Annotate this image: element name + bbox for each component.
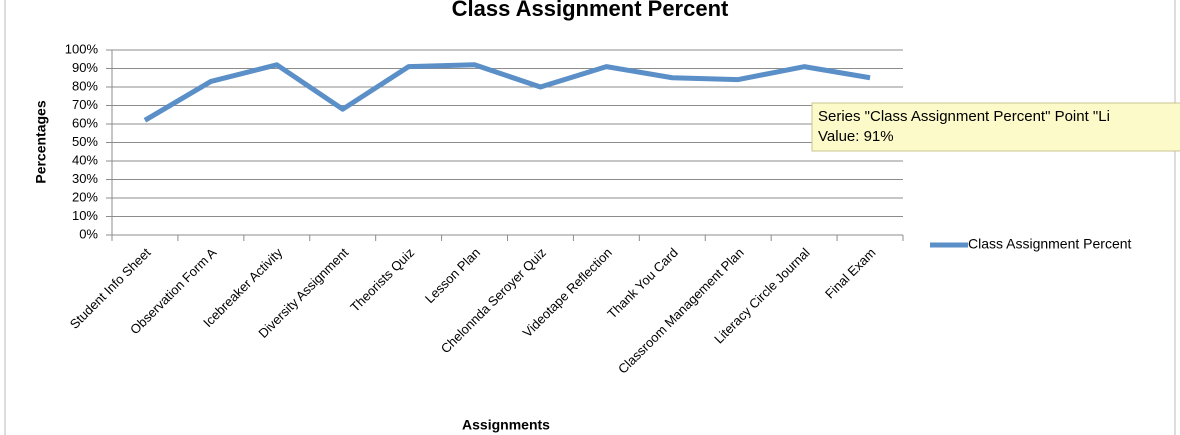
y-tick-label: 0% <box>79 226 98 241</box>
y-tick-label: 70% <box>72 97 98 112</box>
y-tick-label: 50% <box>72 134 98 149</box>
y-tick-label: 80% <box>72 78 98 93</box>
x-axis-title: Assignments <box>462 417 550 433</box>
data-line <box>143 62 871 123</box>
y-tick-label: 30% <box>72 171 98 186</box>
y-axis-title: Percentages <box>33 100 49 183</box>
x-tick-label: Classroom Management Plan <box>615 245 747 377</box>
y-tick-label: 40% <box>72 152 98 167</box>
x-tick-label: Thank You Card <box>604 245 681 322</box>
y-tick-label: 10% <box>72 208 98 223</box>
tooltip-box <box>811 102 1180 152</box>
y-tick-label: 20% <box>72 189 98 204</box>
x-tick-label: Final Exam <box>822 245 879 302</box>
y-tick-label: 90% <box>72 60 98 75</box>
chart-title: Class Assignment Percent <box>452 0 729 21</box>
tooltip-line: Value: 91% <box>818 128 894 145</box>
legend-label: Class Assignment Percent <box>968 236 1132 252</box>
y-tick-label: 100% <box>65 41 99 56</box>
y-tick-label: 60% <box>72 115 98 130</box>
tooltip-line: Series "Class Assignment Percent" Point … <box>818 108 1110 125</box>
x-tick-label: Lesson Plan <box>422 245 483 306</box>
x-tick-label: Theorists Quiz <box>347 245 417 315</box>
